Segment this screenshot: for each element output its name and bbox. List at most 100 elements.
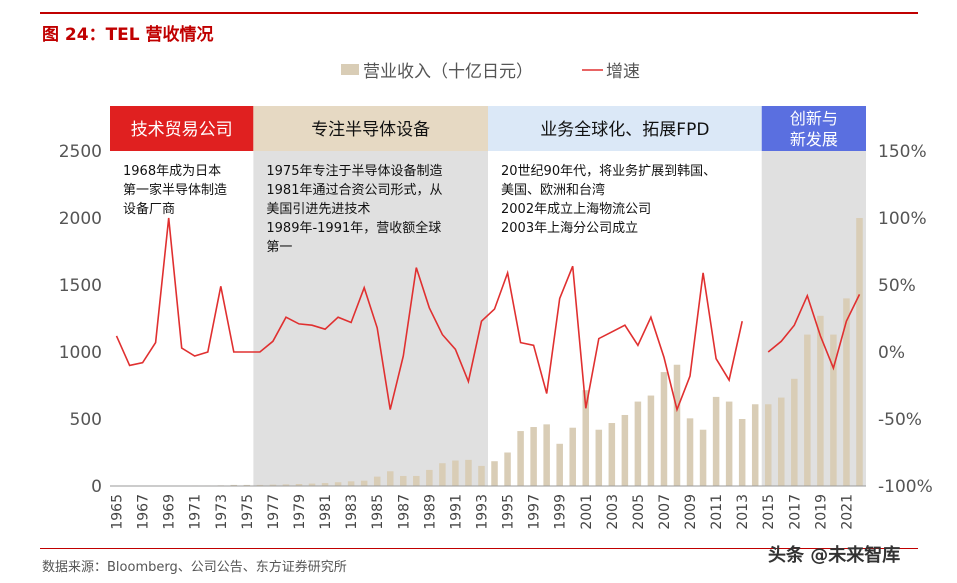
revenue-bar-1995: [504, 452, 511, 486]
revenue-bar-2007: [660, 372, 668, 486]
revenue-bar-2000: [569, 427, 576, 486]
revenue-bar-1991: [452, 460, 459, 486]
phase-note-2-line-1: 1975年专注于半导体设备制造: [266, 163, 442, 179]
y2-tick-4: 50%: [878, 276, 916, 296]
revenue-bar-1986: [386, 471, 394, 486]
x-tick-1993: 1993: [475, 494, 491, 530]
revenue-bar-1993: [478, 465, 485, 486]
phase-note-3-line-1: 20世纪90年代，将业务扩展到韩国、: [501, 163, 716, 179]
phase-background-2: [253, 151, 488, 486]
y-tick-0: 0: [91, 477, 102, 497]
phase-note-2-line-4: 1989年-1991年，营收额全球: [266, 220, 441, 236]
top-rule: [40, 12, 918, 14]
phase-label-3: 业务全球化、拓展FPD: [540, 120, 709, 140]
revenue-bar-1997: [530, 427, 537, 486]
x-tick-2001: 2001: [579, 494, 595, 530]
phase-header-3: [488, 106, 762, 151]
x-tick-2011: 2011: [709, 494, 725, 530]
axes: 0 500 1000 1500 2000 2500 -100% -50% 0% 50% 100% 15…: [59, 142, 933, 530]
phase-note-2-line-3: 美国引进先进技术: [266, 202, 370, 217]
revenue-bar-2021: [843, 298, 850, 486]
revenue-bar-1998: [543, 424, 550, 486]
phase-note-3-line-2: 美国、欧洲和台湾: [501, 182, 605, 198]
phase-label-1: 技术贸易公司: [131, 120, 233, 140]
phase-note-2-line-5: 第一: [266, 240, 292, 255]
phase-header-2: [253, 106, 488, 151]
revenue-bar-2018: [804, 334, 811, 486]
revenue-bars: [139, 218, 863, 486]
x-tick-2003: 2003: [605, 494, 621, 530]
revenue-bar-2012: [725, 401, 733, 486]
figure-title: 图 24：TEL 营收情况: [42, 25, 214, 45]
revenue-bar-1988: [413, 475, 420, 486]
revenue-bar-2011: [712, 396, 720, 486]
revenue-bar-1981: [321, 483, 329, 486]
y2-tick-2: -50%: [878, 410, 922, 430]
x-tick-1967: 1967: [136, 494, 152, 530]
x-tick-2017: 2017: [787, 494, 803, 530]
watermark: 头条 @未来智库: [768, 545, 901, 566]
x-tick-2013: 2013: [735, 494, 751, 530]
x-tick-1975: 1975: [240, 494, 256, 530]
x-tick-1991: 1991: [448, 494, 464, 530]
revenue-bar-1975: [243, 484, 251, 486]
x-tick-2009: 2009: [683, 494, 699, 530]
x-tick-2019: 2019: [813, 494, 829, 530]
revenue-bar-2019: [817, 315, 824, 486]
phase-header-1: [110, 106, 254, 151]
revenue-bar-2010: [699, 429, 707, 486]
revenue-bar-1994: [491, 461, 498, 486]
revenue-bar-1990: [439, 463, 446, 486]
phase-note-1-line-1: 1968年成为日本: [123, 164, 221, 179]
y2-tick-6: 150%: [878, 142, 927, 162]
revenue-bar-2009: [686, 418, 694, 486]
phase-background-1: [110, 151, 254, 486]
x-tick-1983: 1983: [344, 494, 360, 530]
revenue-bar-1982: [334, 482, 342, 486]
revenue-bar-2001: [582, 390, 590, 486]
x-tick-1965: 1965: [110, 494, 126, 530]
x-tick-1971: 1971: [188, 494, 204, 530]
x-tick-1989: 1989: [422, 494, 438, 530]
x-tick-1987: 1987: [396, 494, 412, 530]
y2-tick-3: 0%: [878, 343, 905, 363]
x-tick-1995: 1995: [501, 494, 517, 530]
revenue-bar-2013: [738, 419, 746, 486]
source-note: 数据来源：Bloomberg、公司公告、东方证券研究所: [42, 560, 347, 575]
revenue-bar-1984: [360, 480, 368, 486]
phase-note-2-line-2: 1981年通过合资公司形式，从: [266, 183, 442, 198]
y2-tick-5: 100%: [878, 209, 927, 229]
revenue-bar-2020: [830, 334, 837, 486]
bottom-rule: [40, 548, 918, 549]
y-tick-500: 500: [70, 410, 102, 430]
revenue-bar-1992: [465, 459, 472, 486]
x-tick-2021: 2021: [839, 494, 855, 530]
y-tick-1500: 1500: [59, 276, 102, 296]
growth-line-segment-2: [767, 293, 861, 371]
x-tick-1973: 1973: [214, 494, 230, 530]
phase-header-4: [761, 106, 866, 151]
revenue-bar-1983: [347, 481, 355, 486]
legend-revenue-label: 营业收入（十亿日元）: [363, 62, 533, 82]
x-tick-2007: 2007: [657, 494, 673, 530]
growth-line-segment-1: [115, 217, 743, 413]
phase-label-2: 专注半导体设备: [311, 120, 430, 140]
legend-bar-swatch: [341, 64, 359, 75]
y-tick-2500: 2500: [59, 142, 102, 162]
revenue-bar-2022: [856, 218, 863, 486]
revenue-bar-1978: [282, 484, 290, 486]
revenue-bar-1974: [230, 484, 238, 486]
revenue-bar-2002: [595, 429, 603, 486]
y-tick-1000: 1000: [59, 343, 102, 363]
phase-note-3-line-4: 2003年上海分公司成立: [501, 221, 638, 236]
revenue-bar-2008: [673, 364, 681, 486]
phase-note-1-line-2: 第一家半导体制造: [123, 182, 227, 198]
revenue-bar-1979: [295, 483, 303, 486]
x-tick-1985: 1985: [370, 494, 386, 530]
revenue-bar-2004: [621, 414, 629, 486]
phase-label-4-line-2: 新发展: [790, 130, 838, 149]
x-tick-1981: 1981: [318, 494, 334, 530]
